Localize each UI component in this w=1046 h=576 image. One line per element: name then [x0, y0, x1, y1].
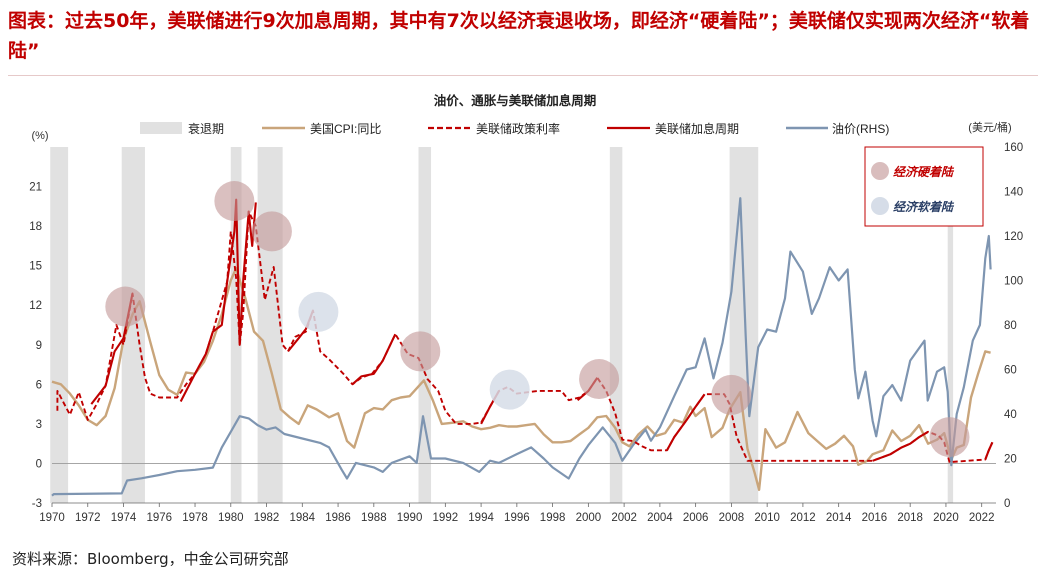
x-tick-label: 1984 — [290, 512, 316, 524]
recession-band-2 — [230, 147, 242, 503]
recession-band-4 — [418, 147, 432, 503]
x-tick-label: 2016 — [862, 512, 888, 524]
soft-landing-marker-1 — [489, 369, 530, 410]
hike-cycle-segment-8 — [984, 441, 994, 460]
x-tick-label: 2018 — [897, 512, 923, 524]
x-tick-label: 1986 — [325, 512, 351, 524]
legend-label-hike: 美联储加息周期 — [655, 121, 739, 136]
x-tick-label: 1972 — [75, 512, 101, 524]
oil-line — [51, 197, 992, 497]
hike-cycle-segment-7 — [872, 430, 929, 462]
left-tick-label: 0 — [36, 458, 42, 470]
legend-label-cpi: 美国CPI:同比 — [310, 122, 381, 136]
right-tick-label: 60 — [1004, 365, 1017, 377]
right-tick-label: 120 — [1004, 231, 1023, 243]
x-tick-label: 1970 — [39, 512, 65, 524]
landing-legend-box: 经济硬着陆 经济软着陆 — [864, 146, 984, 227]
legend-label-recession: 衰退期 — [188, 121, 224, 136]
x-tick-label: 2022 — [969, 512, 995, 524]
recession-bands — [50, 147, 954, 503]
x-tick-label: 2008 — [719, 512, 745, 524]
soft-landing-marker-0 — [298, 291, 339, 332]
left-axis-unit: (%) — [31, 130, 48, 142]
x-tick-label: 2004 — [647, 512, 673, 524]
hard-landing-marker-4 — [579, 359, 620, 400]
headline: 图表：过去50年，美联储进行9次加息周期，其中有7次以经济衰退收场，即经济“硬着… — [8, 10, 1030, 62]
right-axis-unit: (美元/桶) — [968, 120, 1011, 134]
recession-band-6 — [729, 147, 759, 503]
left-tick-label: 6 — [36, 379, 42, 391]
right-tick-label: 140 — [1004, 187, 1023, 199]
x-tick-label: 2014 — [826, 512, 852, 524]
soft-landing-swatch — [871, 197, 889, 215]
x-tick-label: 2002 — [611, 512, 637, 524]
x-tick-label: 2020 — [933, 512, 959, 524]
cpi-line — [51, 267, 991, 491]
x-tick-label: 1982 — [254, 512, 280, 524]
left-tick-label: 18 — [29, 221, 42, 233]
hard-landing-label: 经济硬着陆 — [893, 165, 955, 179]
right-tick-label: 160 — [1004, 142, 1023, 154]
hike-cycle-segment-3 — [351, 333, 397, 386]
chart: -3 0 3 6 9 12 15 18 21 0 20 40 60 80 100 120 140 160 1970 1… — [29, 93, 1023, 524]
x-tick-label: 2006 — [683, 512, 709, 524]
x-tick-label: 2000 — [576, 512, 602, 524]
chart-title: 油价、通胀与美联储加息周期 — [434, 93, 597, 108]
landing-markers — [105, 181, 970, 458]
x-tick-label: 1994 — [468, 512, 494, 524]
right-tick-label: 100 — [1004, 276, 1023, 288]
hard-landing-marker-3 — [400, 331, 441, 372]
recession-band-0 — [50, 147, 69, 503]
right-tick-label: 0 — [1004, 498, 1010, 510]
legend: 衰退期 美国CPI:同比 美联储政策利率 美联储加息周期 油价(RHS) — [140, 121, 889, 136]
soft-landing-label: 经济软着陆 — [893, 200, 955, 214]
right-tick-label: 80 — [1004, 320, 1017, 332]
axes: -3 0 3 6 9 12 15 18 21 0 20 40 60 80 100 120 140 160 1970 1… — [29, 142, 1023, 524]
x-tick-label: 1998 — [540, 512, 566, 524]
recession-band-1 — [121, 147, 145, 503]
legend-swatch-recession — [140, 122, 182, 134]
left-tick-label: 12 — [29, 300, 42, 312]
series — [51, 197, 994, 497]
x-tick-label: 1976 — [146, 512, 172, 524]
legend-label-fedfunds: 美联储政策利率 — [476, 121, 560, 136]
left-tick-label: 21 — [29, 182, 42, 194]
x-tick-label: 1996 — [504, 512, 530, 524]
x-tick-label: 2012 — [790, 512, 816, 524]
left-tick-label: 9 — [36, 340, 42, 352]
recession-band-7 — [947, 147, 954, 503]
recession-band-3 — [257, 147, 283, 503]
recession-band-5 — [609, 147, 623, 503]
x-tick-label: 1974 — [111, 512, 137, 524]
title-divider — [8, 75, 1038, 76]
hike-cycle-segment-6 — [666, 393, 706, 451]
legend-label-oil: 油价(RHS) — [832, 122, 889, 136]
source-note: 资料来源：Bloomberg，中金公司研究部 — [12, 550, 289, 568]
x-tick-label: 1988 — [361, 512, 387, 524]
left-tick-label: 15 — [29, 261, 42, 273]
hard-landing-marker-2 — [251, 211, 292, 252]
x-tick-label: 1992 — [433, 512, 459, 524]
hard-landing-swatch — [871, 162, 889, 180]
right-tick-label: 40 — [1004, 409, 1017, 421]
left-tick-label: 3 — [36, 419, 42, 431]
x-tick-label: 2010 — [754, 512, 780, 524]
x-tick-label: 1980 — [218, 512, 244, 524]
hard-landing-marker-0 — [105, 286, 146, 327]
hard-landing-marker-5 — [711, 374, 752, 415]
right-tick-label: 20 — [1004, 454, 1017, 466]
hard-landing-marker-1 — [214, 181, 255, 222]
x-tick-label: 1978 — [182, 512, 208, 524]
x-tick-label: 1990 — [397, 512, 423, 524]
hard-landing-marker-6 — [929, 417, 970, 458]
left-tick-label: -3 — [32, 498, 42, 510]
